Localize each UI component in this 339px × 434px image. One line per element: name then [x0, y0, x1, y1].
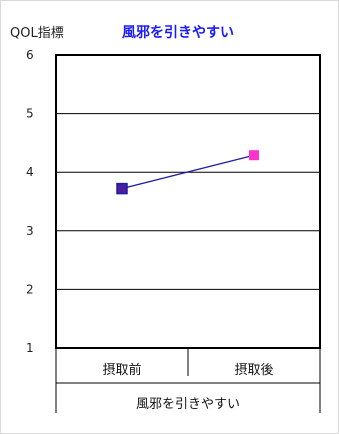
y-tick-label: 4: [26, 165, 34, 179]
category-label-after: 摂取後: [234, 362, 273, 378]
category-label-before: 摂取前: [102, 362, 141, 378]
chart-title: 風邪を引きやすい: [122, 25, 234, 41]
series-layer: [116, 150, 259, 195]
data-point-before: [116, 182, 128, 195]
y-tick-label: 1: [26, 341, 34, 355]
y-tick-label: 6: [26, 48, 34, 62]
y-tick-label: 5: [26, 107, 34, 121]
y-tick-label: 3: [26, 224, 34, 238]
y-tick-label: 2: [26, 282, 34, 296]
chart-title-prefix: QOL指標: [10, 26, 64, 41]
series-line: [121, 154, 255, 190]
category-axis: [55, 348, 321, 413]
data-point-after: [249, 150, 259, 161]
y-axis-ticks: 1 2 3 4 5 6: [26, 48, 34, 355]
category-group-label: 風邪を引きやすい: [136, 397, 240, 412]
plot-area: [56, 55, 320, 348]
